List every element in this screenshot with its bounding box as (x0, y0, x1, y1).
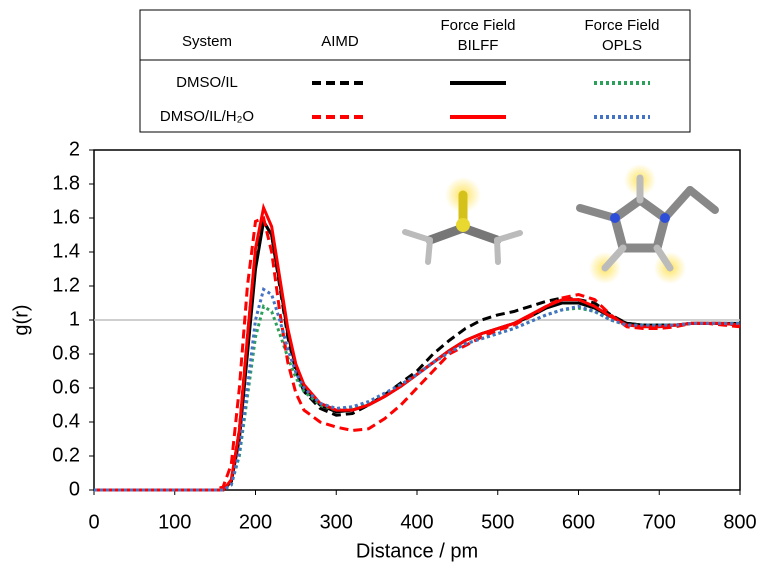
y-tick-label: 1 (69, 308, 80, 330)
y-tick-label: 0.8 (52, 342, 80, 364)
x-tick-label: 200 (239, 511, 272, 533)
x-tick-label: 700 (643, 511, 676, 533)
x-tick-label: 0 (88, 511, 99, 533)
y-tick-label: 2 (69, 138, 80, 160)
x-axis-label: Distance / pm (356, 540, 478, 562)
y-tick-label: 0.6 (52, 376, 80, 398)
y-tick-label: 1.8 (52, 172, 80, 194)
y-tick-label: 1.2 (52, 274, 80, 296)
legend-header: Force Field (440, 17, 515, 34)
data-line (94, 215, 741, 492)
data-line (94, 217, 740, 492)
legend-header: System (182, 33, 232, 50)
y-tick-label: 0 (69, 478, 80, 500)
data-line (94, 287, 740, 492)
legend-label: DMSO/IL/H₂O (160, 108, 254, 125)
x-tick-label: 100 (158, 511, 191, 533)
legend-header: AIMD (321, 33, 359, 50)
legend-header: BILFF (458, 37, 499, 54)
y-tick-label: 0.4 (52, 410, 80, 432)
legend-header: Force Field (584, 17, 659, 34)
x-tick-label: 400 (400, 511, 433, 533)
x-tick-label: 300 (320, 511, 353, 533)
legend-header: OPLS (602, 37, 642, 54)
legend-box (139, 9, 691, 133)
molecule-dmso (402, 177, 523, 265)
y-tick-label: 1.4 (52, 240, 80, 262)
data-line (94, 217, 741, 492)
y-tick-label: 0.2 (52, 444, 80, 466)
x-tick-label: 500 (481, 511, 514, 533)
legend-label: DMSO/IL (176, 74, 238, 91)
x-tick-label: 600 (562, 511, 595, 533)
y-axis-label: g(r) (10, 304, 32, 335)
molecule-imidazolium (576, 164, 719, 284)
y-tick-label: 1.6 (52, 206, 80, 228)
data-line (94, 202, 741, 492)
x-tick-label: 800 (723, 511, 756, 533)
data-line (94, 304, 740, 492)
